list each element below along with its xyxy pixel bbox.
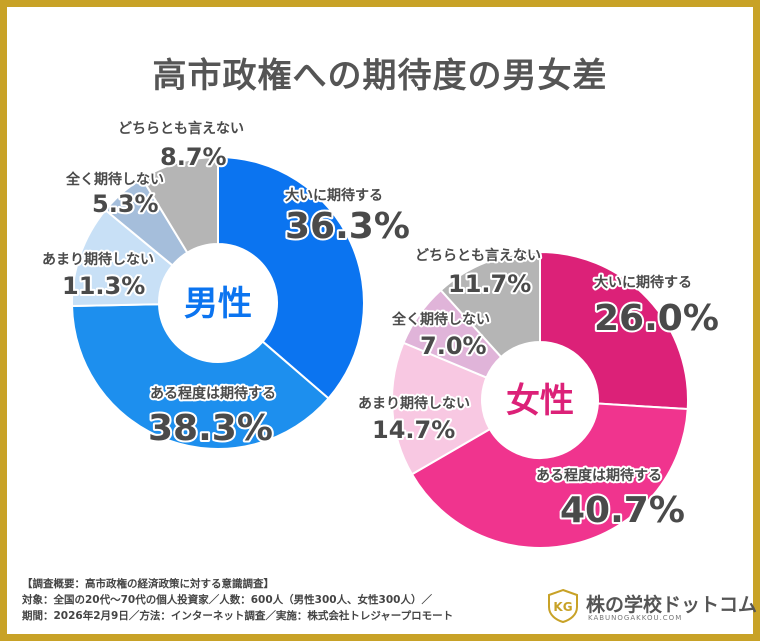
slice-male-1 [217,155,365,400]
logo-mark-text: KG [553,600,572,614]
value-label: 36.3% [285,206,410,247]
slice-female-3 [391,341,492,476]
logo-url: KABUNOGAKKOU.COM [588,614,683,622]
footnote-line-2: 対象：全国の20代〜70代の個人投資家／人数：600人（男性300人、女性300… [22,594,432,606]
value-label: 14.7% [372,416,455,444]
center-label: 女性 [506,381,574,421]
value-label: 11.3% [62,272,145,300]
survey-footnote: 【調査概要：高市政権の経済政策に対する意識調査】 対象：全国の20代〜70代の個… [22,576,453,624]
slice-male-5 [140,155,219,254]
value-label: 40.7% [560,490,685,531]
center-label: 男性 [184,284,252,324]
footnote-line-1: 【調査概要：高市政権の経済政策に対する意識調査】 [22,578,274,590]
slice-female-1 [539,250,689,411]
donut-chart-female: 女性 大いに期待する 26.0% ある程度は期待する 40.7% あまり期待しない 14.7… [356,245,721,549]
category-label: 全く期待しない [65,171,164,188]
category-label: どちらとも言えない [118,120,244,137]
donut-chart-male: 男性 大いに期待する 36.3% ある程度は期待する 38.3% あまり期待しない 11.3… [40,118,412,451]
value-label: 26.0% [594,298,719,339]
value-label: 38.3% [148,408,273,449]
category-label: どちらとも言えない [415,247,541,264]
category-label: ある程度は期待する [536,467,662,484]
category-label: あまり期待しない [358,395,470,412]
footnote-line-3: 期間：2026年2月9日／方法：インターネット調査／実施：株式会社トレジャープロ… [22,610,454,622]
shield-logo-icon: KG [548,588,578,624]
slice-female-5 [439,250,541,359]
category-label: 大いに期待する [594,274,692,291]
chart-title: 高市政権への期待度の男女差 [152,56,608,96]
value-label: 5.3% [92,190,159,218]
value-label: 8.7% [160,143,227,171]
logo-name: 株の学校ドットコム [586,594,758,616]
value-label: 7.0% [420,332,487,360]
category-label: 大いに期待する [285,187,383,204]
category-label: 全く期待しない [391,311,490,328]
category-label: ある程度は期待する [150,385,276,402]
slice-male-2 [71,303,330,450]
slice-female-2 [410,402,689,549]
value-label: 11.7% [448,270,531,298]
brand-logo: KG 株の学校ドットコム KABUNOGAKKOU.COM [546,588,757,628]
category-label: あまり期待しない [42,251,154,268]
